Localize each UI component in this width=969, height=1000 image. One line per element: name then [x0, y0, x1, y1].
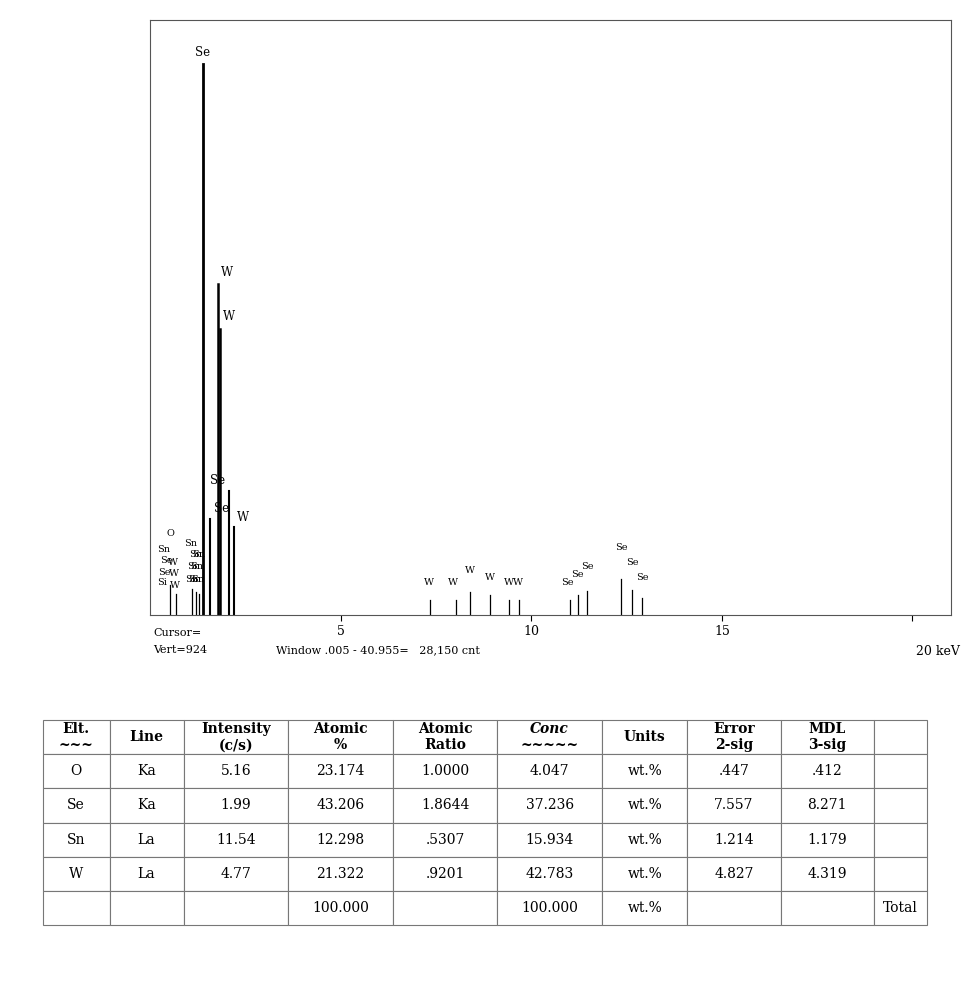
Text: W: W: [503, 578, 513, 587]
Text: Window .005 - 40.955=   28,150 cnt: Window .005 - 40.955= 28,150 cnt: [276, 645, 480, 655]
Text: W: W: [221, 266, 233, 279]
Text: W: W: [237, 511, 249, 524]
Text: Se: Se: [158, 568, 171, 577]
Text: Se: Se: [635, 573, 647, 582]
Text: W: W: [448, 578, 457, 587]
Text: Si: Si: [157, 578, 168, 587]
Text: Vert=924: Vert=924: [153, 645, 207, 655]
Text: W: W: [465, 566, 475, 575]
Text: Se: Se: [210, 474, 225, 487]
Text: Sn: Sn: [185, 575, 198, 584]
Text: Sn: Sn: [157, 545, 170, 554]
Text: W: W: [484, 573, 494, 582]
Text: Se: Se: [195, 46, 210, 59]
Text: Se: Se: [160, 556, 172, 565]
Text: W: W: [170, 569, 179, 578]
Text: Cursor=: Cursor=: [153, 628, 202, 638]
Text: O: O: [166, 529, 173, 538]
Text: Se: Se: [571, 570, 582, 579]
Text: Sn: Sn: [187, 562, 200, 571]
Text: Sn: Sn: [192, 550, 204, 559]
Text: W: W: [223, 310, 234, 323]
Text: Se: Se: [214, 502, 230, 515]
Text: Se: Se: [580, 562, 593, 571]
Text: Se: Se: [626, 558, 638, 567]
Text: Se: Se: [561, 578, 574, 587]
Text: Sn: Sn: [188, 575, 202, 584]
Text: Se: Se: [614, 543, 627, 552]
Text: Sn: Sn: [189, 550, 202, 559]
Text: 20 keV: 20 keV: [916, 645, 959, 658]
Text: W: W: [170, 581, 180, 590]
Text: Sn: Sn: [190, 562, 203, 571]
Text: W: W: [168, 558, 178, 567]
Text: W: W: [513, 578, 522, 587]
Text: Sn: Sn: [184, 539, 198, 548]
Text: W: W: [423, 578, 433, 587]
Text: Sn: Sn: [191, 575, 204, 584]
